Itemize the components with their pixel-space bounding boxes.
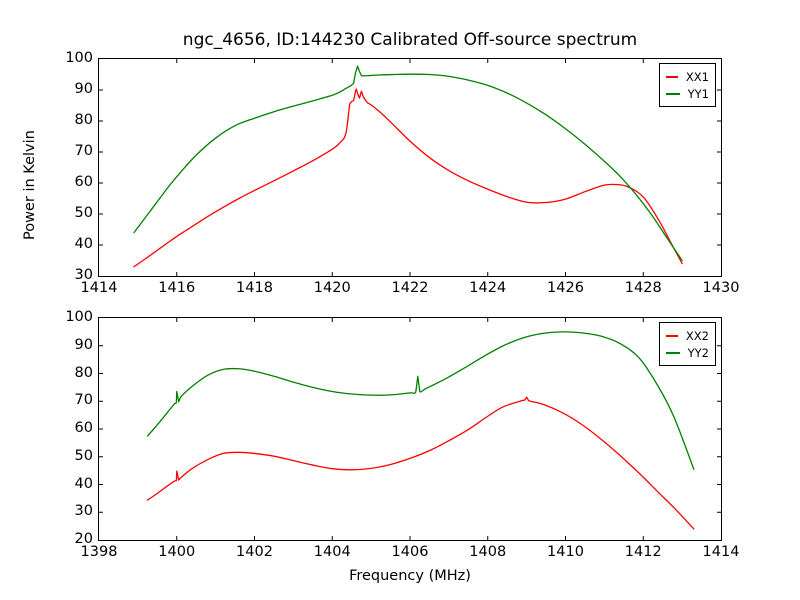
x-tick-label: 1420	[313, 280, 351, 296]
top-panel-legend: XX1 YY1	[659, 63, 716, 107]
page-title: ngc_4656, ID:144230 Calibrated Off-sourc…	[182, 30, 638, 50]
x-tick-label: 1426	[547, 280, 584, 296]
y-tick-label: 50	[74, 205, 93, 221]
series-line-xx2	[146, 396, 695, 530]
legend-swatch-xx1-icon	[666, 75, 678, 78]
x-tick-label: 1410	[547, 544, 584, 560]
top-panel-y-axis-label: Power in Kelvin	[22, 130, 38, 240]
legend-item-yy1: YY1	[666, 85, 709, 102]
y-tick-label: 30	[74, 503, 93, 520]
series-line-yy2	[146, 331, 695, 470]
x-tick-label: 1414	[80, 280, 118, 296]
x-tick-label: 1406	[391, 544, 429, 560]
legend-label-yy2: YY2	[687, 345, 709, 360]
legend-label-yy1: YY1	[687, 86, 709, 101]
x-tick-label: 1428	[624, 280, 662, 296]
x-tick-label: 1414	[702, 544, 740, 560]
top-panel-plot-area	[98, 58, 722, 277]
bottom-panel-plot-area	[98, 317, 722, 541]
series-line-xx1	[133, 88, 683, 268]
x-tick-label: 1412	[624, 544, 662, 560]
y-tick-label: 70	[74, 392, 93, 409]
legend-swatch-yy1-icon	[666, 92, 680, 95]
y-tick-label: 80	[74, 364, 93, 381]
legend-label-xx1: XX1	[685, 69, 709, 84]
bottom-panel-x-axis-label: Frequency (MHz)	[349, 568, 471, 584]
y-tick-label: 30	[74, 267, 93, 283]
legend-swatch-yy2-icon	[666, 351, 680, 354]
x-tick-label: 1408	[469, 544, 507, 560]
y-tick-label: 100	[65, 309, 93, 325]
bottom-panel-curves	[99, 318, 721, 540]
y-tick-label: 70	[74, 143, 93, 159]
legend-item-yy2: YY2	[666, 344, 709, 361]
y-tick-label: 60	[74, 420, 93, 436]
y-tick-label: 80	[74, 112, 93, 128]
x-tick-label: 1418	[236, 280, 273, 296]
y-tick-label: 90	[74, 336, 93, 353]
x-tick-label: 1402	[236, 544, 273, 560]
x-tick-label: 1430	[702, 280, 740, 296]
y-tick-label: 100	[65, 50, 93, 66]
y-tick-label: 40	[74, 236, 93, 252]
x-tick-label: 1422	[391, 280, 429, 296]
legend-label-xx2: XX2	[685, 328, 709, 343]
x-tick-label: 1416	[158, 280, 196, 296]
x-tick-label: 1400	[158, 544, 196, 560]
legend-item-xx2: XX2	[666, 327, 709, 344]
top-panel-curves	[99, 59, 721, 276]
legend-swatch-xx2-icon	[666, 334, 678, 337]
y-tick-label: 90	[74, 81, 93, 97]
y-tick-label: 60	[74, 174, 93, 190]
x-tick-label: 1404	[313, 544, 351, 560]
series-line-yy1	[133, 65, 683, 262]
y-tick-label: 40	[74, 475, 93, 492]
x-tick-label: 1424	[469, 280, 507, 296]
x-tick-label: 1398	[80, 544, 118, 560]
y-tick-label: 20	[74, 531, 93, 547]
bottom-panel-legend: XX2 YY2	[659, 322, 716, 366]
legend-item-xx1: XX1	[666, 68, 709, 85]
y-tick-label: 50	[74, 447, 93, 464]
